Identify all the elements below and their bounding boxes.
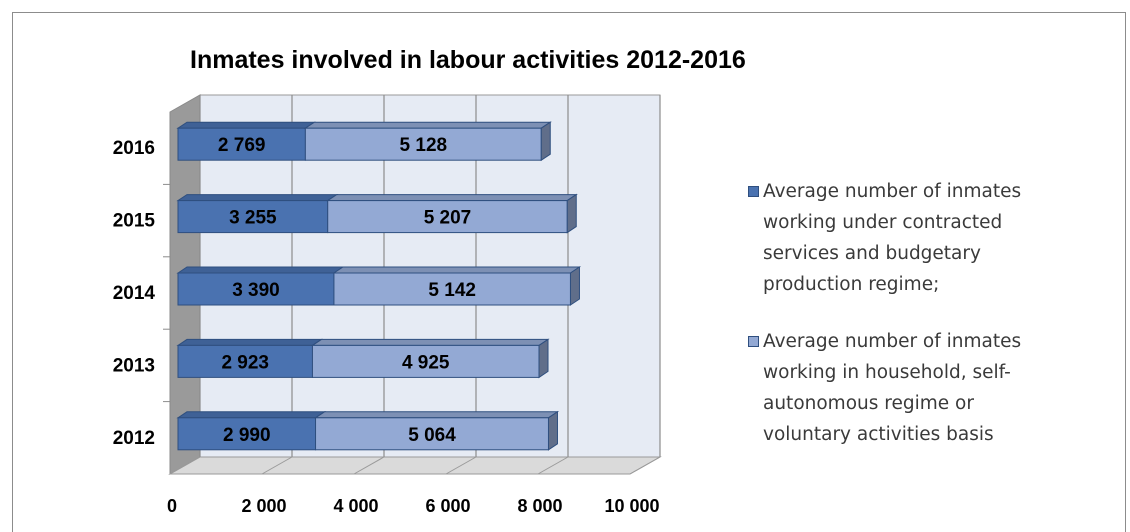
floor-gridline [537, 456, 569, 475]
bar-segment [311, 344, 540, 378]
bar-segment [177, 200, 329, 234]
x-tick-label: 4 000 [333, 496, 378, 516]
bar-top-face [176, 194, 339, 202]
bar-segment [177, 127, 306, 161]
bar-end-face [540, 121, 551, 162]
legend-label-household: Average number of inmates working in hou… [763, 331, 1022, 445]
bar-segment [177, 344, 313, 378]
bar-segment [327, 200, 568, 234]
bar-top-face [176, 121, 317, 129]
bar-top-face [313, 411, 560, 419]
floor-gridline [169, 456, 201, 475]
floor-gridline [353, 456, 385, 475]
floor-gridline [261, 456, 293, 475]
bar-segment [177, 272, 335, 306]
y-category-label: 2016 [113, 138, 155, 159]
legend-label-contracted: Average number of inmates working under … [763, 181, 1022, 295]
data-label: 3 390 [232, 280, 280, 301]
x-tick-label: 2 000 [241, 496, 286, 516]
bar-top-face [176, 411, 327, 419]
y-category-label: 2014 [113, 283, 156, 304]
bar-top-face [310, 338, 550, 346]
chart-title: Inmates involved in labour activities 20… [190, 46, 746, 74]
data-label: 5 064 [408, 425, 456, 446]
bar-end-face [547, 410, 558, 451]
floor-gridline [445, 456, 477, 475]
data-label: 2 990 [223, 425, 271, 446]
bar-top-face [303, 121, 552, 129]
data-label: 5 128 [400, 135, 448, 156]
bar-top-face [176, 266, 345, 274]
bar-top-face [332, 266, 582, 274]
data-label: 2 923 [221, 352, 269, 373]
data-label: 2 769 [218, 135, 266, 156]
legend-swatch-household [748, 336, 759, 347]
y-category-label: 2013 [113, 355, 155, 376]
bar-top-face [176, 338, 324, 346]
data-label: 5 207 [424, 208, 472, 229]
bar-top-face [326, 194, 578, 202]
x-tick-label: 8 000 [517, 496, 562, 516]
x-tick-label: 0 [167, 496, 177, 516]
data-label: 3 255 [229, 208, 277, 229]
floor-gridline [629, 456, 661, 475]
legend-swatch-contracted [748, 186, 759, 197]
y-category-label: 2012 [113, 428, 155, 449]
data-label: 5 142 [428, 280, 476, 301]
bar-segment [333, 272, 571, 306]
bar-end-face [569, 266, 580, 306]
x-tick-label: 10 000 [604, 496, 659, 516]
data-label: 4 925 [402, 352, 450, 373]
x-tick-label: 6 000 [425, 496, 470, 516]
bar-end-face [538, 338, 549, 379]
bar-end-face [566, 193, 577, 234]
floor [168, 456, 662, 475]
y-category-label: 2015 [113, 211, 156, 232]
bar-segment [304, 127, 542, 161]
